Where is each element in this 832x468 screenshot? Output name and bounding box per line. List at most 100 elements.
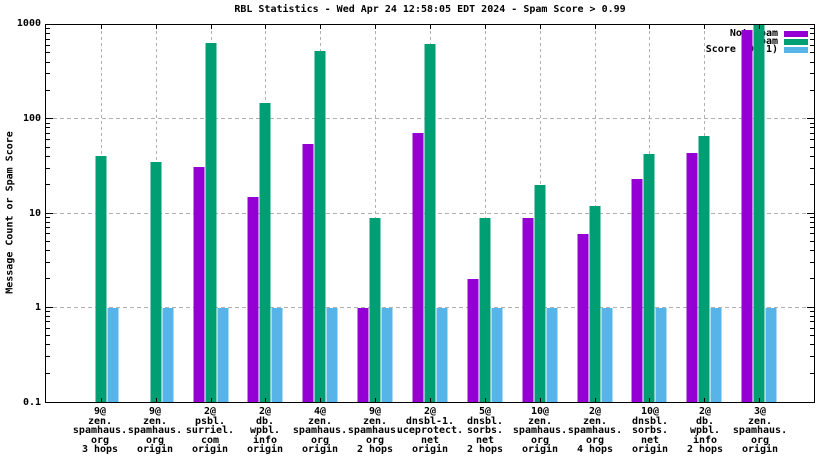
y-tick-label: 100: [22, 112, 41, 124]
bar-score-0-1: [217, 307, 229, 402]
bar-cluster: [522, 25, 558, 402]
x-tick: [704, 398, 706, 402]
bar-score-0-1: [381, 307, 393, 402]
x-tick: [484, 398, 486, 402]
y-minor-tick: [46, 233, 50, 235]
bar-score-0-1: [491, 307, 503, 402]
bar-cluster: [412, 25, 448, 402]
bar-spam: [369, 217, 381, 402]
y-major-tick: [807, 118, 814, 120]
y-minor-tick: [810, 250, 814, 252]
v-gridline: [484, 25, 486, 402]
y-minor-tick: [46, 33, 50, 35]
bar-spam: [95, 155, 107, 402]
y-minor-tick: [46, 250, 50, 252]
x-category-label: 9@ zen. spamhaus. org origin: [127, 406, 183, 456]
y-minor-tick: [46, 335, 50, 337]
bar-cluster: [741, 25, 777, 402]
bar-cluster: [631, 25, 667, 402]
y-minor-tick: [46, 146, 50, 148]
bar-spam: [259, 102, 271, 402]
x-tick: [759, 25, 761, 29]
bar-cluster: [138, 25, 174, 402]
bar-spam: [150, 162, 162, 402]
x-tick: [155, 398, 157, 402]
x-tick: [539, 398, 541, 402]
x-tick: [430, 25, 431, 29]
y-major-tick: [46, 212, 53, 214]
bar-score-0-1: [601, 307, 613, 402]
y-minor-tick: [810, 233, 814, 235]
y-minor-tick: [810, 335, 814, 337]
y-minor-tick: [810, 372, 814, 374]
y-minor-tick: [810, 33, 814, 35]
x-category-label: 9@ zen. spamhaus. org 2 hops: [347, 406, 403, 456]
y-minor-tick: [46, 184, 50, 186]
y-minor-tick: [810, 356, 814, 358]
y-minor-tick: [46, 127, 50, 129]
x-tick: [375, 25, 377, 29]
y-minor-tick: [810, 61, 814, 63]
x-tick: [484, 25, 486, 29]
x-tick: [265, 25, 267, 29]
x-category-label: 3@ zen. spamhaus. org origin: [732, 406, 788, 456]
chart-title: RBL Statistics - Wed Apr 24 12:58:05 EDT…: [234, 4, 626, 15]
bar-spam: [314, 51, 326, 402]
y-minor-tick: [810, 344, 814, 346]
y-minor-tick: [46, 261, 50, 263]
y-minor-tick: [810, 52, 814, 54]
bar-not-spam: [522, 217, 534, 402]
legend-swatch-1: [784, 39, 808, 45]
x-tick: [594, 398, 596, 402]
y-minor-tick: [810, 261, 814, 263]
bar-score-0-1: [326, 307, 338, 402]
x-tick: [649, 25, 651, 29]
y-minor-tick: [46, 52, 50, 54]
bar-spam: [643, 153, 655, 402]
bar-cluster: [686, 25, 722, 402]
y-minor-tick: [810, 327, 814, 329]
y-minor-tick: [46, 227, 50, 229]
x-tick: [649, 398, 651, 402]
bar-spam: [424, 43, 436, 402]
bar-not-spam: [686, 152, 698, 402]
bar-cluster: [83, 25, 119, 402]
bar-spam: [753, 25, 765, 402]
bar-score-0-1: [162, 307, 174, 402]
bar-spam: [698, 135, 710, 402]
bar-score-0-1: [107, 307, 119, 402]
y-tick-label: 1000: [16, 18, 41, 29]
x-tick: [759, 398, 761, 402]
y-minor-tick: [46, 89, 50, 91]
x-tick: [265, 398, 267, 402]
bar-cluster: [247, 25, 283, 402]
bar-cluster: [302, 25, 338, 402]
bar-score-0-1: [710, 307, 722, 402]
x-tick: [704, 25, 706, 29]
bar-not-spam: [247, 196, 259, 402]
y-tick-label: 0.1: [22, 397, 41, 408]
bar-cluster: [467, 25, 503, 402]
y-major-tick: [807, 212, 814, 214]
y-minor-tick: [810, 221, 814, 223]
y-minor-tick: [46, 315, 50, 317]
y-minor-tick: [810, 315, 814, 317]
y-major-tick: [807, 306, 814, 308]
bar-not-spam: [412, 132, 424, 402]
y-minor-tick: [810, 167, 814, 169]
x-tick: [539, 25, 541, 29]
bar-cluster: [357, 25, 393, 402]
x-category-label: 2@ db. wpbl. info 2 hops: [686, 406, 724, 456]
x-category-label: 2@ db. wpbl. info origin: [246, 406, 284, 456]
y-minor-tick: [46, 278, 50, 280]
x-category-label: 10@ dnsbl. sorbs. net origin: [631, 406, 669, 456]
bar-not-spam: [741, 29, 753, 402]
y-minor-tick: [46, 221, 50, 223]
y-minor-tick: [810, 73, 814, 75]
y-minor-tick: [46, 356, 50, 358]
y-minor-tick: [46, 132, 50, 134]
y-minor-tick: [46, 139, 50, 141]
y-minor-tick: [810, 311, 814, 313]
y-minor-tick: [46, 44, 50, 46]
y-minor-tick: [46, 372, 50, 374]
